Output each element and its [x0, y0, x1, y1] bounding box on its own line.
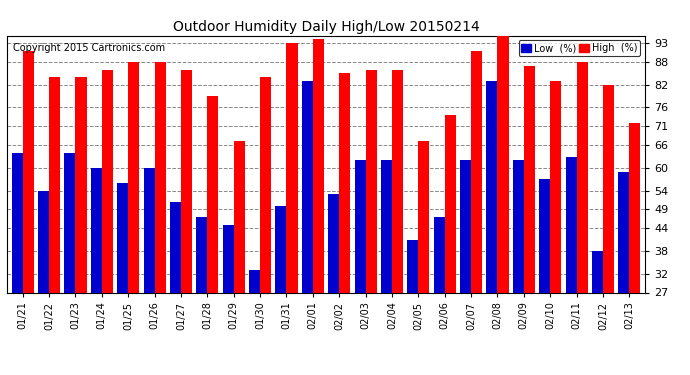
Bar	[23, 51, 34, 292]
Bar	[302, 81, 313, 292]
Bar	[460, 160, 471, 292]
Bar	[497, 36, 509, 292]
Bar	[407, 240, 418, 292]
Bar	[524, 66, 535, 292]
Bar	[102, 70, 113, 292]
Bar	[592, 251, 603, 292]
Bar	[75, 77, 86, 292]
Bar	[381, 160, 392, 292]
Bar	[234, 141, 245, 292]
Bar	[550, 81, 561, 292]
Bar	[275, 206, 286, 292]
Bar	[355, 160, 366, 292]
Bar	[566, 156, 577, 292]
Bar	[155, 62, 166, 292]
Bar	[418, 141, 429, 292]
Bar	[328, 194, 339, 292]
Bar	[249, 270, 260, 292]
Bar	[117, 183, 128, 292]
Bar	[339, 74, 351, 292]
Title: Outdoor Humidity Daily High/Low 20150214: Outdoor Humidity Daily High/Low 20150214	[172, 21, 480, 34]
Bar	[392, 70, 403, 292]
Bar	[170, 202, 181, 292]
Bar	[223, 225, 234, 292]
Bar	[618, 172, 629, 292]
Bar	[12, 153, 23, 292]
Bar	[128, 62, 139, 292]
Bar	[313, 39, 324, 292]
Bar	[629, 123, 640, 292]
Bar	[207, 96, 219, 292]
Bar	[196, 217, 207, 292]
Bar	[366, 70, 377, 292]
Bar	[445, 115, 456, 292]
Bar	[603, 85, 614, 292]
Bar	[577, 62, 588, 292]
Bar	[471, 51, 482, 292]
Bar	[486, 81, 497, 292]
Bar	[91, 168, 102, 292]
Bar	[260, 77, 271, 292]
Legend: Low  (%), High  (%): Low (%), High (%)	[518, 40, 640, 56]
Bar	[64, 153, 75, 292]
Bar	[539, 179, 550, 292]
Bar	[38, 190, 49, 292]
Text: Copyright 2015 Cartronics.com: Copyright 2015 Cartronics.com	[13, 44, 166, 53]
Bar	[513, 160, 524, 292]
Bar	[286, 43, 297, 292]
Bar	[49, 77, 60, 292]
Bar	[181, 70, 192, 292]
Bar	[433, 217, 445, 292]
Bar	[144, 168, 155, 292]
